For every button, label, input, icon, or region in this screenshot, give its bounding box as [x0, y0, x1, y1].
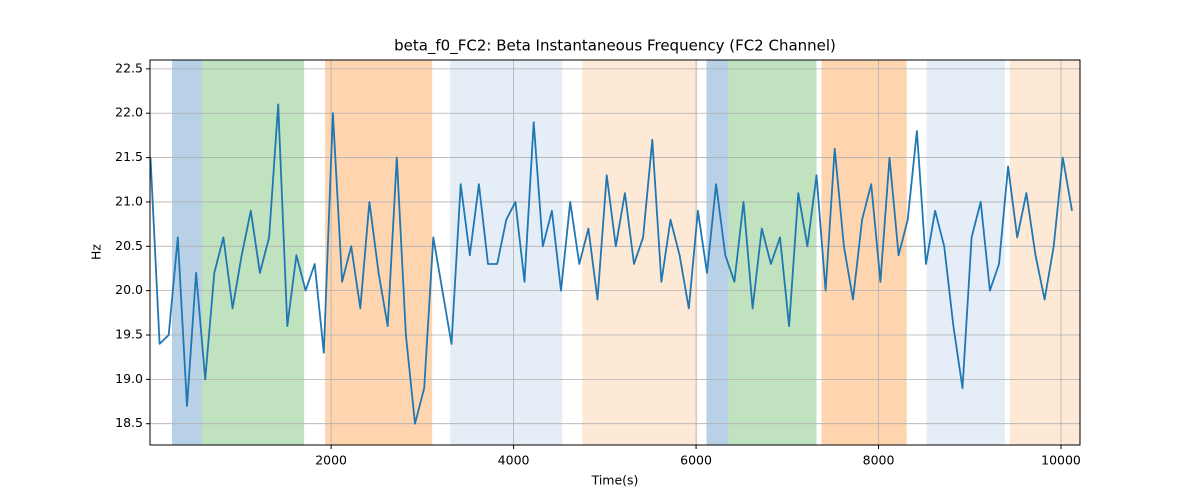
shaded-span [1009, 60, 1080, 445]
x-tick-label: 2000 [315, 453, 347, 468]
y-axis-label: Hz [89, 244, 104, 260]
y-tick-label: 19.5 [115, 327, 143, 342]
y-tick-label: 18.5 [115, 415, 143, 430]
shaded-span [926, 60, 1005, 445]
y-tick-label: 21.0 [115, 193, 143, 208]
data-line [149, 103, 1073, 425]
chart-title: beta_f0_FC2: Beta Instantaneous Frequenc… [394, 37, 836, 56]
y-tick-label: 22.5 [115, 60, 143, 75]
shaded-span [582, 60, 698, 445]
y-tick-label: 19.0 [115, 371, 143, 386]
y-tick-label: 20.5 [115, 238, 143, 253]
y-tick-label: 22.0 [115, 105, 143, 120]
y-tick-label: 20.0 [115, 282, 143, 297]
x-axis-label: Time(s) [591, 473, 639, 488]
x-tick-label: 6000 [680, 453, 712, 468]
y-tick-label: 21.5 [115, 149, 143, 164]
shaded-span [728, 60, 817, 445]
plot-frame [149, 59, 1081, 446]
shaded-span [706, 60, 729, 445]
shaded-span [821, 60, 907, 445]
shaded-span [325, 60, 433, 445]
x-tick-label: 4000 [498, 453, 530, 468]
shaded-span [202, 60, 305, 445]
shaded-span [450, 60, 563, 445]
x-tick-label: 10000 [1041, 453, 1081, 468]
x-tick-label: 8000 [863, 453, 895, 468]
